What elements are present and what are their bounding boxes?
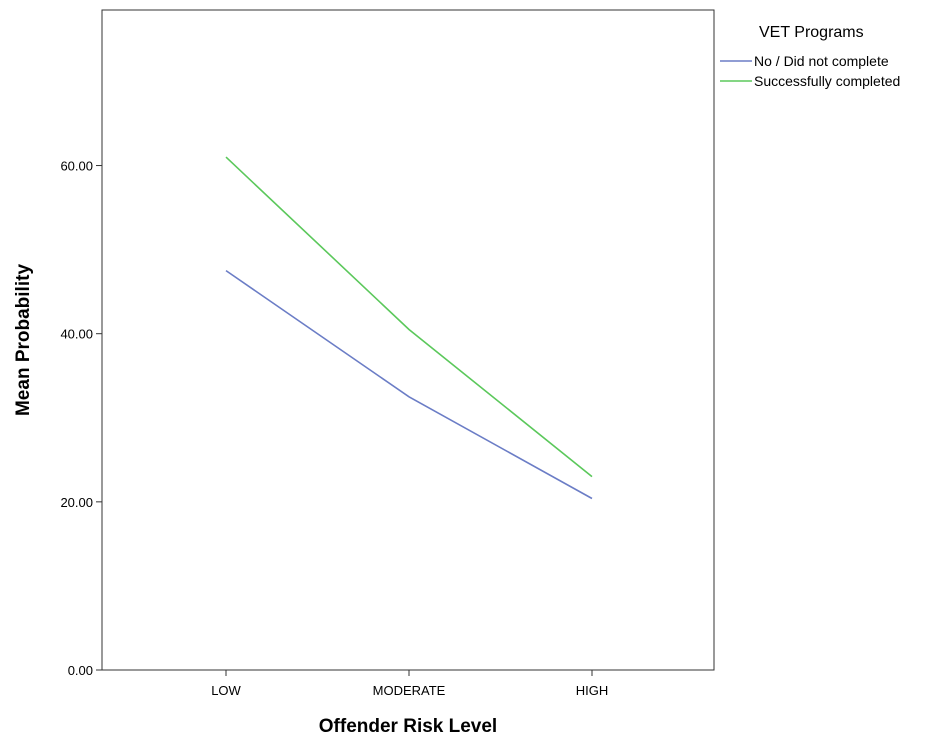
legend-title: VET Programs — [759, 24, 864, 41]
x-tick-label: MODERATE — [373, 683, 446, 698]
legend-items: No / Did not complete Successfully comple… — [720, 53, 900, 89]
y-tick-label: 0.00 — [68, 663, 93, 678]
legend: VET Programs No / Did not complete Succes… — [720, 24, 900, 89]
y-axis-title: Mean Probability — [13, 264, 34, 416]
x-tick-label: HIGH — [576, 683, 609, 698]
series-line-1 — [225, 269, 593, 500]
x-axis: LOW MODERATE HIGH — [211, 670, 608, 698]
y-axis: 0.00 20.00 40.00 60.00 — [60, 159, 102, 678]
legend-label: No / Did not complete — [754, 53, 889, 69]
series-layer — [225, 156, 593, 500]
x-axis-title: Offender Risk Level — [319, 716, 497, 737]
x-tick-label: LOW — [211, 683, 241, 698]
series-line-2 — [225, 156, 593, 478]
y-tick-label: 40.00 — [60, 327, 93, 342]
plot-frame — [101, 9, 715, 671]
y-tick-label: 60.00 — [60, 159, 93, 174]
legend-label: Successfully completed — [754, 73, 900, 89]
plot-area — [101, 9, 715, 671]
y-tick-label: 20.00 — [60, 495, 93, 510]
